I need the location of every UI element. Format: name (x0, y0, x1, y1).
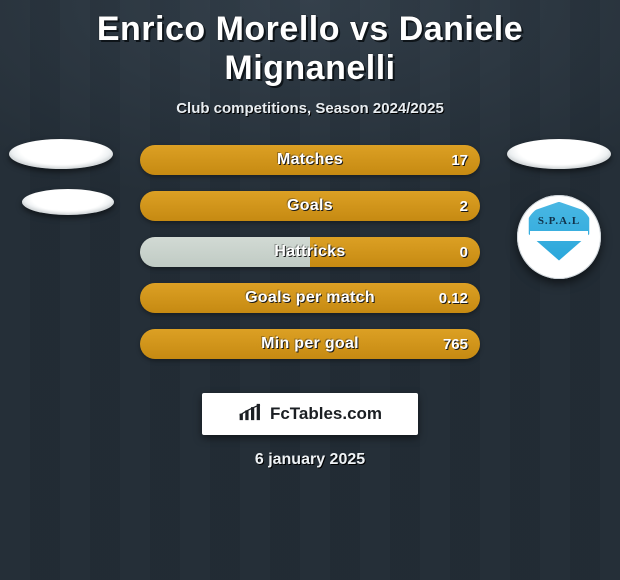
bar-chart-icon (238, 402, 264, 427)
stat-bars: Matches17 Goals2 Hattricks0 Goals per match… (140, 145, 480, 359)
stat-bar-right (140, 191, 480, 221)
footer-date: 6 january 2025 (0, 451, 620, 469)
left-club-placeholder-icon (22, 189, 114, 215)
stat-row: Goals2 (140, 191, 480, 221)
stat-bar-left (140, 237, 310, 267)
infographic-root: Enrico Morello vs Daniele Mignanelli Clu… (0, 0, 620, 469)
page-subtitle: Club competitions, Season 2024/2025 (0, 100, 620, 117)
stat-bar-right (140, 329, 480, 359)
stat-row: Matches17 (140, 145, 480, 175)
watermark: FcTables.com (202, 393, 418, 435)
stat-bar-right (140, 283, 480, 313)
comparison-arena: S.P.A.L Matches17 Goals2 Hattricks0 Goals p… (0, 145, 620, 375)
right-player-placeholder-icon (507, 139, 611, 169)
stat-row: Min per goal765 (140, 329, 480, 359)
watermark-text: FcTables.com (270, 404, 382, 424)
crest-text: S.P.A.L (517, 215, 601, 227)
left-player-column (6, 139, 116, 215)
stat-bar-right (310, 237, 480, 267)
left-player-placeholder-icon (9, 139, 113, 169)
right-player-column: S.P.A.L (504, 139, 614, 279)
page-title: Enrico Morello vs Daniele Mignanelli (0, 4, 620, 90)
stat-bar-right (140, 145, 480, 175)
stat-row: Hattricks0 (140, 237, 480, 267)
right-club-crest-icon: S.P.A.L (517, 195, 601, 279)
stat-row: Goals per match0.12 (140, 283, 480, 313)
